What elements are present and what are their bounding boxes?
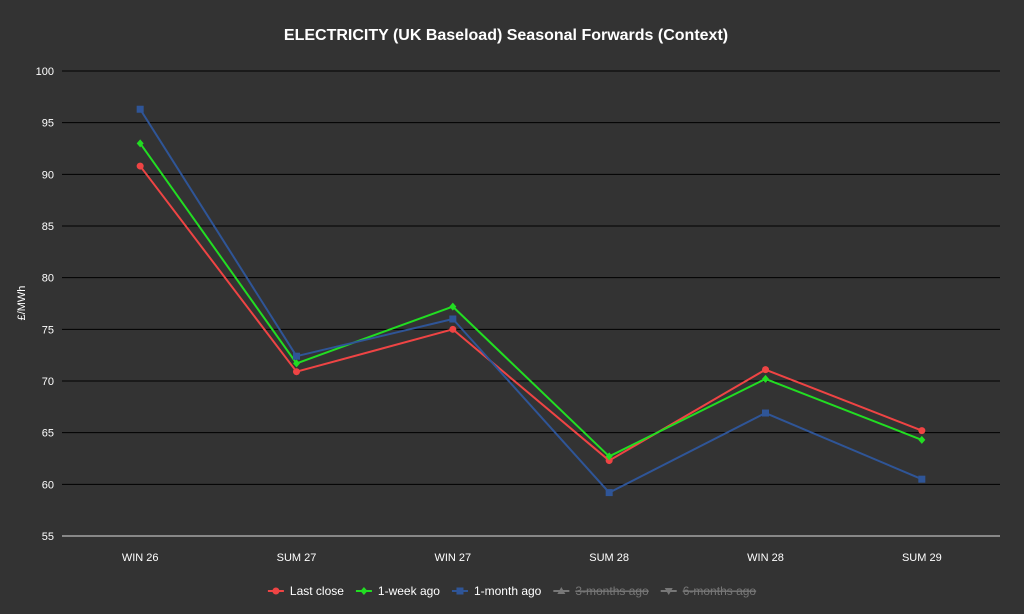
legend-marker <box>456 587 464 595</box>
y-tick-label: 85 <box>42 221 54 233</box>
y-tick-label: 70 <box>42 376 54 388</box>
data-point <box>449 315 457 323</box>
data-point <box>136 105 144 113</box>
x-tick-label: SUM 29 <box>902 552 942 564</box>
y-tick-label: 95 <box>42 118 54 130</box>
series-group <box>136 105 926 497</box>
series-line <box>139 142 923 458</box>
data-point <box>449 325 457 333</box>
data-point <box>918 435 926 444</box>
data-point <box>605 452 613 461</box>
series-line <box>139 165 923 462</box>
legend-marker <box>664 588 673 595</box>
x-tick-label: WIN 26 <box>122 552 159 564</box>
series-2 <box>136 105 926 497</box>
legend-item[interactable]: 6-months ago <box>660 584 757 598</box>
data-point <box>762 374 769 383</box>
legend-marker <box>557 587 566 594</box>
legend: Last close 1-week ago 1-month ago 3-months … <box>267 584 757 598</box>
chart-title: ELECTRICITY (UK Baseload) Seasonal Forwa… <box>284 27 728 44</box>
legend-label: Last close <box>290 584 344 598</box>
data-point <box>762 366 769 374</box>
data-point <box>762 409 769 417</box>
x-tick-label: WIN 27 <box>434 552 471 564</box>
y-tick-label: 100 <box>36 66 54 78</box>
data-point <box>449 302 457 311</box>
series-1 <box>136 139 926 461</box>
y-tick-label: 90 <box>42 169 54 181</box>
y-tick-label: 55 <box>42 531 54 543</box>
data-point <box>136 139 144 148</box>
data-point <box>605 489 613 497</box>
legend-marker <box>272 587 280 595</box>
data-point <box>918 427 926 435</box>
y-axis-label: £/MWh <box>16 286 28 321</box>
legend-item[interactable]: Last close <box>267 584 344 598</box>
data-point <box>136 162 144 170</box>
y-tick-label: 75 <box>42 324 54 336</box>
legend-marker <box>360 587 368 595</box>
legend-label: 1-week ago <box>378 584 440 598</box>
y-tick-label: 80 <box>42 273 54 285</box>
x-tick-label: SUM 27 <box>277 552 317 564</box>
y-tick-label: 65 <box>42 428 54 440</box>
data-point <box>293 352 300 360</box>
y-tick-label: 60 <box>42 479 54 491</box>
legend-item[interactable]: 1-month ago <box>451 584 542 598</box>
x-tick-label: SUM 28 <box>589 552 629 564</box>
data-point <box>918 475 926 483</box>
legend-item[interactable]: 3-months ago <box>553 584 649 598</box>
series-0 <box>136 162 926 465</box>
data-point <box>293 359 300 368</box>
data-point <box>605 457 613 465</box>
x-tick-label: WIN 28 <box>747 552 784 564</box>
data-point <box>293 368 300 376</box>
legend-item[interactable]: 1-week ago <box>355 584 440 598</box>
y-axis-ticks: 55 60 65 70 75 80 85 90 95 100 <box>36 66 54 543</box>
legend-label: 1-month ago <box>474 584 542 598</box>
series-line <box>139 108 923 494</box>
gridlines <box>62 70 1000 537</box>
x-axis-ticks: WIN 26 SUM 27 WIN 27 SUM 28 WIN 28 SUM 29 <box>122 552 942 564</box>
